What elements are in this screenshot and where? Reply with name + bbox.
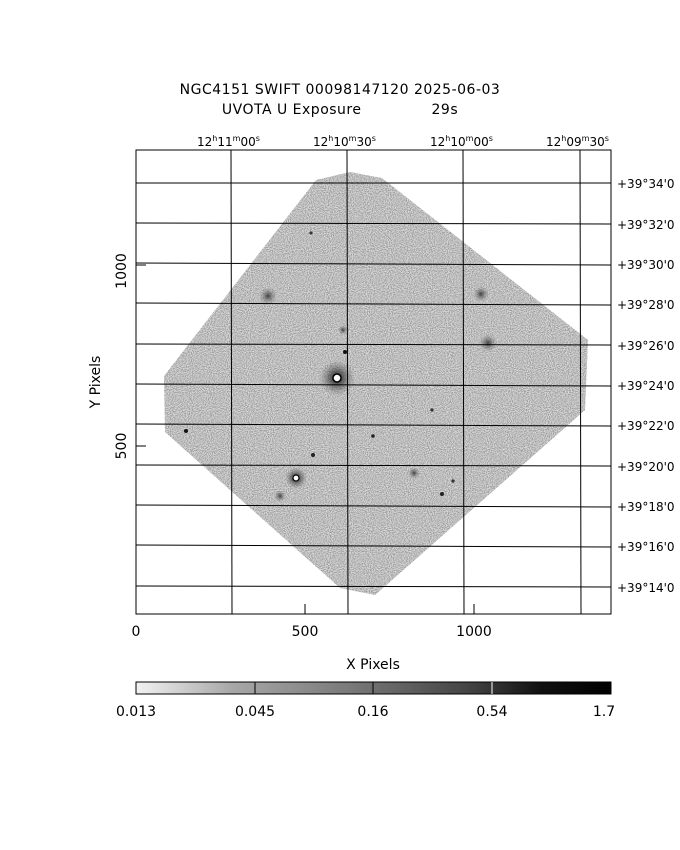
colorbar-labels: 0.013 0.045 0.16 0.54 1.7 bbox=[116, 704, 615, 720]
ra-tick-labels: 12h11m00s 12h10m30s 12h10m00s 12h09m30s bbox=[197, 134, 609, 149]
image-title-line1: NGC4151 SWIFT 00098147120 2025-06-03 bbox=[179, 82, 501, 98]
dec-tick-3: +39°28'0 bbox=[617, 298, 675, 312]
galaxy-right bbox=[479, 334, 497, 352]
colorbar-label-3: 0.54 bbox=[476, 704, 507, 720]
x-tick-labels: 0 500 1000 bbox=[132, 624, 492, 640]
dec-tick-labels: +39°34'0 +39°32'0 +39°30'0 +39°28'0 +39°… bbox=[617, 177, 675, 595]
source-lower-left bbox=[274, 490, 286, 502]
x-tick-1000: 1000 bbox=[456, 624, 492, 640]
colorbar-label-0: 0.013 bbox=[116, 704, 156, 720]
source-north bbox=[338, 325, 348, 335]
x-tick-0: 0 bbox=[132, 624, 141, 640]
x-axis-label: X Pixels bbox=[346, 657, 400, 673]
dec-tick-9: +39°16'0 bbox=[617, 540, 675, 554]
ra-tick-3: 12h09m30s bbox=[546, 134, 609, 149]
dec-tick-7: +39°20'0 bbox=[617, 460, 675, 474]
plot-frame bbox=[135, 149, 612, 615]
dec-tick-6: +39°22'0 bbox=[617, 419, 675, 433]
dec-tick-1: +39°32'0 bbox=[617, 218, 675, 232]
colorbar-label-4: 1.7 bbox=[593, 704, 615, 720]
colorbar-label-1: 0.045 bbox=[235, 704, 275, 720]
image-title-line2: UVOTA U Exposure 29s bbox=[0, 102, 680, 118]
y-tick-labels: 500 1000 bbox=[114, 253, 130, 459]
dec-tick-10: +39°14'0 bbox=[617, 581, 675, 595]
source-mid-right bbox=[408, 467, 420, 479]
x-tick-500: 500 bbox=[292, 624, 319, 640]
ra-tick-0: 12h11m00s bbox=[197, 134, 260, 149]
exposure-time: 29s bbox=[431, 102, 459, 118]
pixel-axis-ticks bbox=[135, 264, 475, 614]
coordinate-grid bbox=[135, 149, 612, 615]
y-tick-1000: 1000 bbox=[114, 253, 130, 289]
dec-tick-2: +39°30'0 bbox=[617, 258, 675, 272]
ra-tick-2: 12h10m00s bbox=[430, 134, 493, 149]
galaxy-left bbox=[259, 287, 277, 305]
y-tick-500: 500 bbox=[114, 433, 130, 460]
colorbar-label-2: 0.16 bbox=[357, 704, 388, 720]
dec-tick-8: +39°18'0 bbox=[617, 500, 675, 514]
y-axis-label: Y Pixels bbox=[88, 356, 104, 410]
dec-tick-5: +39°24'0 bbox=[617, 379, 675, 393]
dec-tick-4: +39°26'0 bbox=[617, 339, 675, 353]
colorbar bbox=[135, 681, 612, 695]
exposure-filter-label: UVOTA U Exposure bbox=[221, 102, 362, 118]
dec-tick-0: +39°34'0 bbox=[617, 177, 675, 191]
ra-tick-1: 12h10m30s bbox=[313, 134, 376, 149]
sources bbox=[184, 231, 497, 502]
galaxy-upper-right bbox=[473, 286, 489, 302]
